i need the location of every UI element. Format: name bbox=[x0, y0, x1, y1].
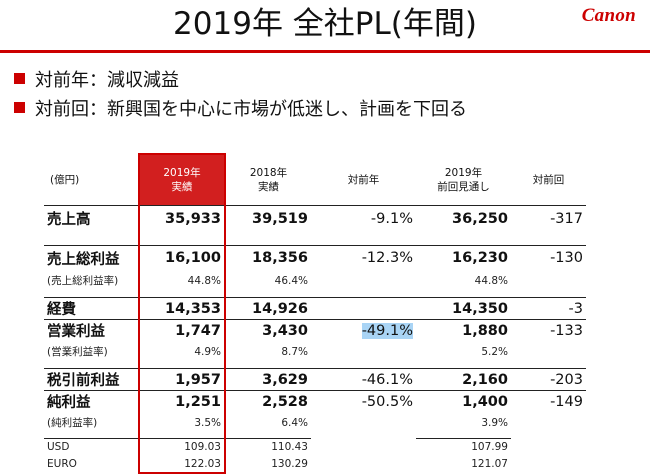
spacer-row bbox=[44, 290, 586, 298]
slide-title: 2019年 全社PL(年間) bbox=[173, 6, 477, 42]
canon-logo: Canon bbox=[581, 5, 636, 26]
table-header-row: (億円) 2019年 実績 2018年 実績 対前年 2019年 前回見通し 対… bbox=[44, 153, 586, 206]
table-row: 営業利益 1,747 3,430 -49.1% 1,880 -133 bbox=[44, 319, 586, 342]
bullet-text: 対前回：新興国を中心に市場が低迷し、計画を下回る bbox=[35, 98, 467, 120]
header-yoy: 対前年 bbox=[347, 173, 380, 186]
table-row: 売上総利益 16,100 18,356 -12.3% 16,230 -130 bbox=[44, 245, 586, 271]
table-row: 純利益 1,251 2,528 -50.5% 1,400 -149 bbox=[44, 390, 586, 413]
header-2018-actual: 2018年 実績 bbox=[249, 166, 288, 193]
square-bullet-icon bbox=[14, 102, 25, 113]
unit-label: (億円) bbox=[50, 173, 80, 186]
header-2019-actual: 2019年 実績 bbox=[138, 153, 226, 206]
table-row: 経費 14,353 14,926 14,350 -3 bbox=[44, 297, 586, 320]
highlighted-value: -49.1% bbox=[361, 322, 413, 339]
header-vs-forecast: 対前回 bbox=[532, 173, 565, 186]
bullet-item: 対前回：新興国を中心に市場が低迷し、計画を下回る bbox=[14, 93, 467, 122]
spacer-row bbox=[44, 432, 586, 439]
table-row: USD 109.03 110.43 107.99 bbox=[44, 438, 586, 456]
title-rule bbox=[0, 50, 650, 53]
table-row: (営業利益率) 4.9% 8.7% 5.2% bbox=[44, 341, 586, 362]
spacer-row bbox=[44, 231, 586, 246]
table-row: (売上総利益率) 44.8% 46.4% 44.8% bbox=[44, 270, 586, 291]
table-row: 税引前利益 1,957 3,629 -46.1% 2,160 -203 bbox=[44, 368, 586, 391]
table-row: (純利益率) 3.5% 6.4% 3.9% bbox=[44, 412, 586, 433]
header-2019-forecast: 2019年 前回見通し bbox=[437, 166, 490, 193]
bullet-text: 対前年：減収減益 bbox=[35, 69, 179, 91]
pl-table: (億円) 2019年 実績 2018年 実績 対前年 2019年 前回見通し 対… bbox=[44, 153, 586, 474]
table-row: 売上高 35,933 39,519 -9.1% 36,250 -317 bbox=[44, 205, 586, 232]
square-bullet-icon bbox=[14, 73, 25, 84]
bullet-list: 対前年：減収減益 対前回：新興国を中心に市場が低迷し、計画を下回る bbox=[14, 64, 467, 122]
bullet-item: 対前年：減収減益 bbox=[14, 64, 467, 93]
spacer-row bbox=[44, 361, 586, 369]
